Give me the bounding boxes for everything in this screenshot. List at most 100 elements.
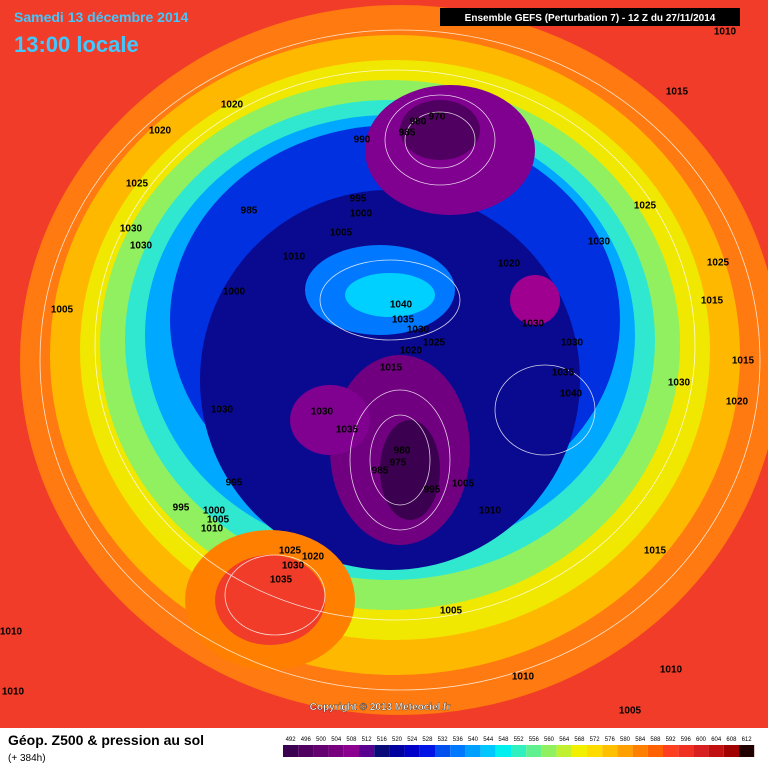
isobar-label: 1005 [330, 228, 353, 239]
legend-tick-label: 548 [498, 737, 509, 743]
isobar-label: 1030 [130, 241, 153, 252]
legend-tick-label: 604 [711, 737, 722, 743]
isobar-label: 995 [424, 485, 441, 496]
isobar-label: 1015 [732, 356, 755, 367]
isobar-label: 1040 [560, 389, 583, 400]
legend-swatch [480, 745, 496, 757]
legend-swatch [435, 745, 451, 757]
run-box [440, 8, 740, 26]
legend-swatch [602, 745, 618, 757]
isobar-label: 1010 [714, 27, 737, 38]
legend-tick-label: 520 [392, 737, 403, 743]
legend-tick-label: 568 [574, 737, 585, 743]
legend-tick-label: 524 [407, 737, 418, 743]
legend-swatch [708, 745, 724, 757]
isobar-label: 995 [173, 503, 190, 514]
legend-tick-label: 584 [635, 737, 646, 743]
legend-swatch [298, 745, 314, 757]
isobar-label: 1030 [120, 224, 143, 235]
legend-subtitle: (+ 384h) [8, 753, 46, 764]
legend-swatch [328, 745, 344, 757]
legend-swatch [647, 745, 663, 757]
isobar-label: 985 [241, 206, 258, 217]
isobar-label: 1020 [149, 126, 172, 137]
legend-tick-label: 564 [559, 737, 570, 743]
isobar-label: 1035 [552, 368, 575, 379]
isobar-label: 1010 [512, 672, 535, 683]
isobar-label: 1030 [522, 319, 545, 330]
isobar-label: 1010 [660, 665, 683, 676]
isobar-label: 1025 [279, 546, 302, 557]
legend-tick-label: 544 [483, 737, 494, 743]
isobar-label: 1000 [350, 209, 373, 220]
isobar-label: 1030 [561, 338, 584, 349]
isobar-label: 1030 [311, 407, 334, 418]
isobar-label: 1030 [668, 378, 691, 389]
isobar-label: 1005 [440, 606, 463, 617]
isobar-label: 995 [350, 194, 367, 205]
isobar-label: 1040 [390, 300, 413, 311]
isobar-label: 1015 [644, 546, 667, 557]
isobar-label: 1015 [666, 87, 689, 98]
legend-swatch [587, 745, 603, 757]
isobar-label: 1010 [479, 506, 502, 517]
legend-swatch [450, 745, 466, 757]
copyright: Copyright © 2013 Meteociel.fr [310, 702, 451, 713]
legend-swatch [343, 745, 359, 757]
legend-tick-label: 600 [696, 737, 707, 743]
legend-swatch [541, 745, 557, 757]
isobar-label: 1010 [2, 687, 25, 698]
isobar-label: 990 [354, 135, 371, 146]
legend-tick-label: 532 [438, 737, 449, 743]
isobar-label: 995 [226, 478, 243, 489]
time: 13:00 locale [14, 32, 139, 57]
legend-swatch [359, 745, 375, 757]
isobar-label: 1010 [0, 627, 23, 638]
legend-swatch [419, 745, 435, 757]
legend-tick-label: 500 [316, 737, 327, 743]
legend-swatch [404, 745, 420, 757]
legend-tick-label: 612 [742, 737, 753, 743]
legend-tick-label: 588 [650, 737, 661, 743]
legend-swatch [511, 745, 527, 757]
legend-tick-label: 580 [620, 737, 631, 743]
legend-swatch [374, 745, 390, 757]
legend-tick-label: 492 [286, 737, 297, 743]
isobar-label: 1010 [201, 524, 224, 535]
isobar-label: 1020 [726, 397, 749, 408]
geopotential-field [20, 5, 768, 715]
isobar-label: 1035 [336, 425, 359, 436]
run-info: Ensemble GEFS (Perturbation 7) - 12 Z du… [465, 13, 716, 24]
isobar-label: 1020 [302, 552, 325, 563]
legend-tick-label: 512 [362, 737, 373, 743]
isobar-label: 1010 [283, 252, 306, 263]
legend-swatch [571, 745, 587, 757]
legend-swatch [617, 745, 633, 757]
isobar-label: 1035 [392, 315, 415, 326]
legend-tick-label: 576 [605, 737, 616, 743]
legend-tick-label: 552 [514, 737, 525, 743]
isobars [39, 29, 761, 691]
isobar-label: 1015 [701, 296, 724, 307]
legend-swatch [313, 745, 329, 757]
isobar-label: 970 [429, 112, 446, 123]
isobar-label: 1005 [207, 515, 230, 526]
isobar-label: 980 [410, 117, 427, 128]
isobar-label: 1025 [707, 258, 730, 269]
legend-swatch [739, 745, 755, 757]
isobar-label: 1005 [452, 479, 475, 490]
isobar-label: 1025 [126, 179, 149, 190]
isobar-label: 1015 [380, 363, 403, 374]
legend-tick-label: 536 [453, 737, 464, 743]
legend-tick-label: 608 [726, 737, 737, 743]
legend-swatch [283, 745, 299, 757]
isobar-label: 1020 [221, 100, 244, 111]
legend-swatch [495, 745, 511, 757]
legend-tick-label: 504 [331, 737, 342, 743]
isobar-label: 1005 [619, 706, 642, 717]
legend-tick-label: 572 [590, 737, 601, 743]
legend-tick-label: 496 [301, 737, 312, 743]
isobar-label: 985 [399, 128, 416, 139]
